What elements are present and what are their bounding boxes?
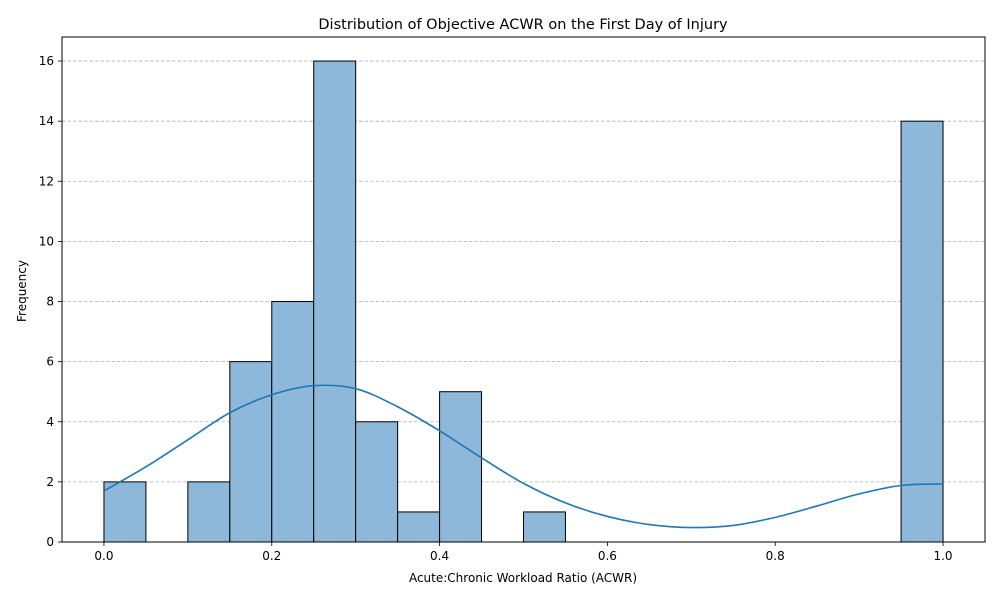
chart-title: Distribution of Objective ACWR on the Fi… bbox=[318, 17, 728, 33]
kde-curve bbox=[103, 384, 944, 529]
histogram-bar-19 bbox=[900, 120, 944, 543]
y-tick-label-7: 14 bbox=[39, 114, 54, 128]
x-tick-label-2: 0.4 bbox=[430, 549, 449, 563]
x-axis-ticks: 0.0 0.2 0.4 0.6 0.8 1.0 bbox=[94, 542, 953, 563]
histogram-bar-10 bbox=[523, 511, 566, 543]
x-tick-label-5: 1.0 bbox=[933, 549, 952, 563]
y-tick-label-4: 8 bbox=[46, 295, 54, 309]
y-axis-ticks: 0 2 4 6 8 10 12 14 16 bbox=[39, 54, 62, 549]
y-tick-label-0: 0 bbox=[46, 535, 54, 549]
y-tick-label-3: 6 bbox=[46, 355, 54, 369]
histogram-bar-6 bbox=[355, 421, 399, 543]
histogram-bar-7 bbox=[397, 511, 441, 543]
y-axis-label: Frequency bbox=[15, 260, 29, 322]
x-tick-label-3: 0.6 bbox=[598, 549, 617, 563]
histogram-bar-0 bbox=[103, 481, 147, 543]
histogram-bar-4 bbox=[271, 301, 315, 543]
y-tick-label-5: 10 bbox=[39, 234, 54, 248]
x-tick-label-4: 0.8 bbox=[766, 549, 785, 563]
y-tick-label-1: 2 bbox=[46, 475, 54, 489]
histogram-bar-2 bbox=[187, 481, 231, 543]
x-tick-label-0: 0.0 bbox=[94, 549, 113, 563]
histogram-bar-5 bbox=[313, 60, 357, 543]
x-tick-label-1: 0.2 bbox=[262, 549, 281, 563]
plot-area-frame bbox=[61, 36, 986, 543]
x-axis-label: Acute:Chronic Workload Ratio (ACWR) bbox=[409, 571, 637, 585]
histogram-bar-3 bbox=[229, 361, 273, 543]
histogram-bar-8 bbox=[439, 391, 483, 543]
y-tick-label-6: 12 bbox=[39, 174, 54, 188]
grid-lines bbox=[62, 60, 985, 483]
y-tick-label-2: 4 bbox=[46, 415, 54, 429]
y-tick-label-8: 16 bbox=[39, 54, 54, 68]
histogram-bars bbox=[103, 60, 944, 543]
